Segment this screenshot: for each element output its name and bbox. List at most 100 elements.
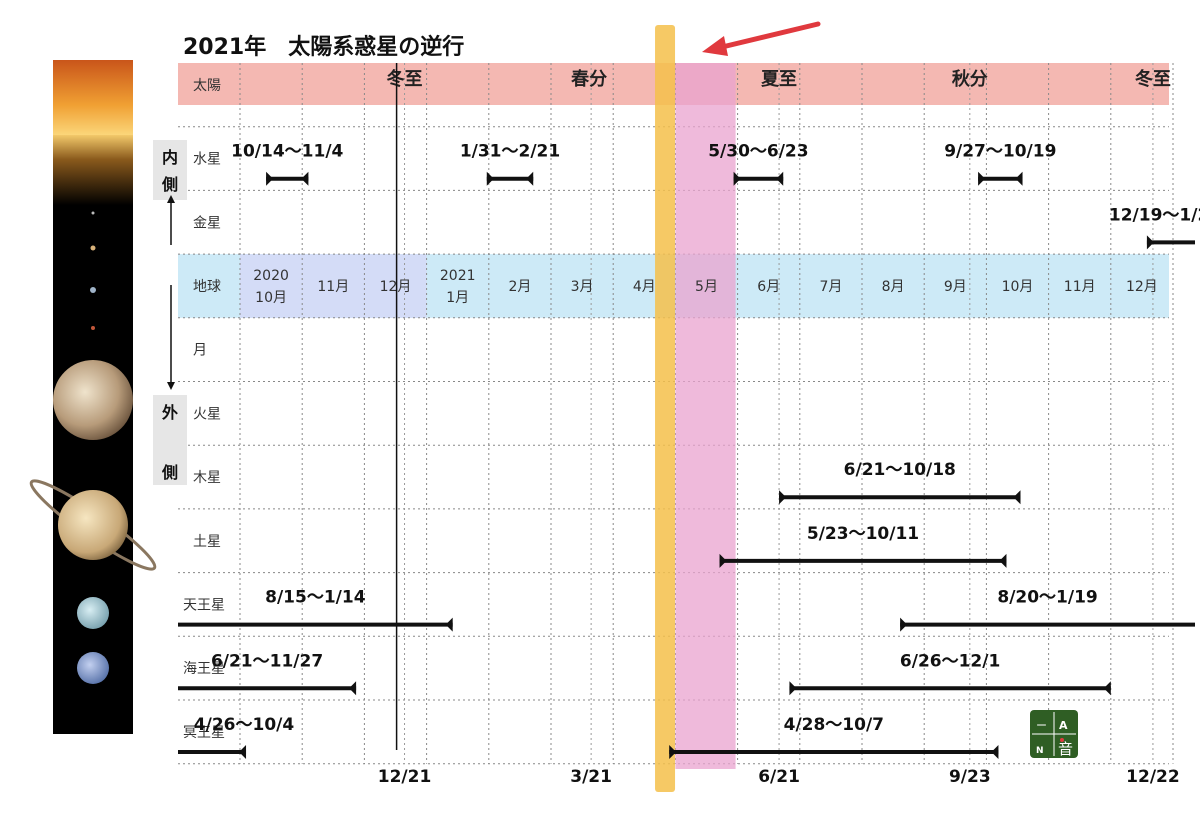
retrograde-label: 5/30〜6/23 (708, 142, 808, 162)
retrograde-label: 1/31〜2/21 (460, 142, 560, 162)
season-label: 冬至 (387, 68, 423, 90)
month-label: 11月 (317, 279, 349, 295)
bottom-date-label: 9/23 (949, 767, 991, 787)
row-label-venus: 金星 (193, 215, 221, 231)
retrograde-end-cap (301, 171, 309, 186)
row-label-pluto: 冥王星 (183, 725, 225, 741)
logo-tl: ー (1036, 719, 1047, 732)
mars-image (91, 326, 95, 330)
retrograde-label: 9/27〜10/19 (944, 142, 1056, 162)
retrograde-label: 10/14〜11/4 (231, 142, 343, 162)
retrograde-label: 5/23〜10/11 (807, 524, 919, 544)
month-label: 3月 (571, 279, 594, 295)
retrograde-start-cap (733, 171, 741, 186)
highlight-band (675, 63, 736, 769)
retrograde-start-cap (789, 681, 797, 696)
row-label-uranus: 天王星 (183, 597, 225, 613)
highlight-bands (655, 25, 736, 792)
month-label: 8月 (882, 279, 905, 295)
month-label: 6月 (757, 279, 780, 295)
retrograde-label: 6/21〜10/18 (844, 460, 956, 480)
earth-image (90, 287, 96, 293)
row-label-sun: 太陽 (193, 78, 221, 94)
red-arrow (702, 21, 821, 56)
month-label: 1月 (446, 290, 469, 306)
row-label-mars: 火星 (193, 406, 221, 422)
season-label: 夏至 (761, 69, 797, 90)
bottom-date-label: 12/21 (378, 767, 432, 787)
retrograde-end-cap (1013, 490, 1021, 505)
month-label: 7月 (819, 279, 842, 295)
retrograde-saturn: 5/23〜10/11 (719, 524, 1007, 568)
retrograde-end-cap (526, 171, 534, 186)
saturn-image (58, 490, 128, 560)
month-label: 10月 (1002, 279, 1034, 295)
month-label: 12月 (1126, 279, 1158, 295)
month-label: 2020 (253, 268, 289, 284)
row-label-mercury: 水星 (193, 152, 221, 168)
retrograde-label: 4/26〜10/4 (194, 715, 295, 735)
month-label: 2021 (440, 268, 476, 284)
bottom-date-label: 12/22 (1126, 767, 1180, 787)
outer-label-1: 外 (161, 403, 178, 422)
month-label: 11月 (1064, 279, 1096, 295)
retrograde-start-cap (486, 171, 494, 186)
season-label: 冬至 (1135, 68, 1171, 90)
retrograde-mercury: 1/31〜2/21 (460, 142, 560, 186)
retrograde-uranus: 8/15〜1/14 (178, 588, 453, 632)
retrograde-end-cap (1103, 681, 1111, 696)
retrograde-end-cap (1015, 171, 1023, 186)
retrograde-label: 6/21〜11/27 (211, 651, 323, 671)
logo-tr: A (1059, 719, 1068, 732)
bottom-date-label: 6/21 (758, 767, 800, 787)
row-label-saturn: 土星 (193, 534, 221, 550)
retrograde-start-cap (719, 553, 727, 568)
bottom-date-label: 3/21 (570, 767, 612, 787)
logo-br: 音 (1058, 740, 1073, 758)
marker-band (655, 25, 676, 792)
month-label: 10月 (255, 290, 287, 306)
bottom-dates: 12/21 3/21 6/21 9/23 12/22 (378, 767, 1180, 787)
retrograde-label: 8/20〜1/19 (997, 588, 1097, 608)
row-label-neptune: 海王星 (183, 661, 225, 677)
earth-past-bg (240, 254, 427, 318)
retrograde-jupiter: 6/21〜10/18 (779, 460, 1021, 505)
row-label-jupiter: 木星 (193, 470, 221, 486)
month-label: 12月 (380, 279, 412, 295)
row-label-earth: 地球 (193, 279, 221, 295)
retrograde-bars: 10/14〜11/4 1/31〜2/21 5/30〜6/23 9/27〜10/19 12… (178, 142, 1200, 759)
retrograde-label: 4/28〜10/7 (784, 715, 884, 735)
retrograde-pluto: 4/26〜10/4 (178, 715, 294, 759)
retrograde-end-cap (776, 171, 784, 186)
retrograde-neptune: 6/21〜11/27 (178, 651, 357, 696)
logo-bl: N (1036, 746, 1044, 756)
logo: ー A N 音 (1030, 710, 1078, 758)
retrograde-start-cap (900, 617, 908, 632)
retrograde-mercury: 9/27〜10/19 (944, 142, 1056, 186)
month-label: 9月 (944, 279, 967, 295)
inner-label-2: 側 (161, 175, 178, 194)
retrograde-mercury: 5/30〜6/23 (708, 142, 809, 186)
inner-outer-labels: 内 側 外 側 (153, 140, 187, 485)
retrograde-uranus: 8/20〜1/19 (900, 588, 1195, 632)
jupiter-image (53, 360, 133, 440)
retrograde-end-cap (239, 745, 247, 759)
retrograde-end-cap (999, 553, 1007, 568)
uranus-image (77, 597, 109, 629)
retrograde-start-cap (669, 745, 677, 759)
retrograde-end-cap (991, 745, 999, 759)
chart-title: 2021年 太陽系惑星の逆行 (183, 34, 464, 60)
retrograde-pluto: 4/28〜10/7 (669, 715, 999, 759)
outer-label-2: 側 (161, 463, 178, 482)
neptune-image (77, 652, 109, 684)
retrograde-venus: 12/19〜1/29 (1109, 205, 1200, 250)
season-labels: 冬至 春分 夏至 秋分 冬至 (387, 68, 1171, 90)
retrograde-start-cap (978, 171, 986, 186)
season-label: 秋分 (952, 68, 988, 90)
month-label: 4月 (633, 279, 656, 295)
retrograde-neptune: 6/26〜12/1 (789, 651, 1111, 696)
retrograde-start-cap (779, 490, 787, 505)
retrograde-label: 8/15〜1/14 (265, 588, 366, 608)
